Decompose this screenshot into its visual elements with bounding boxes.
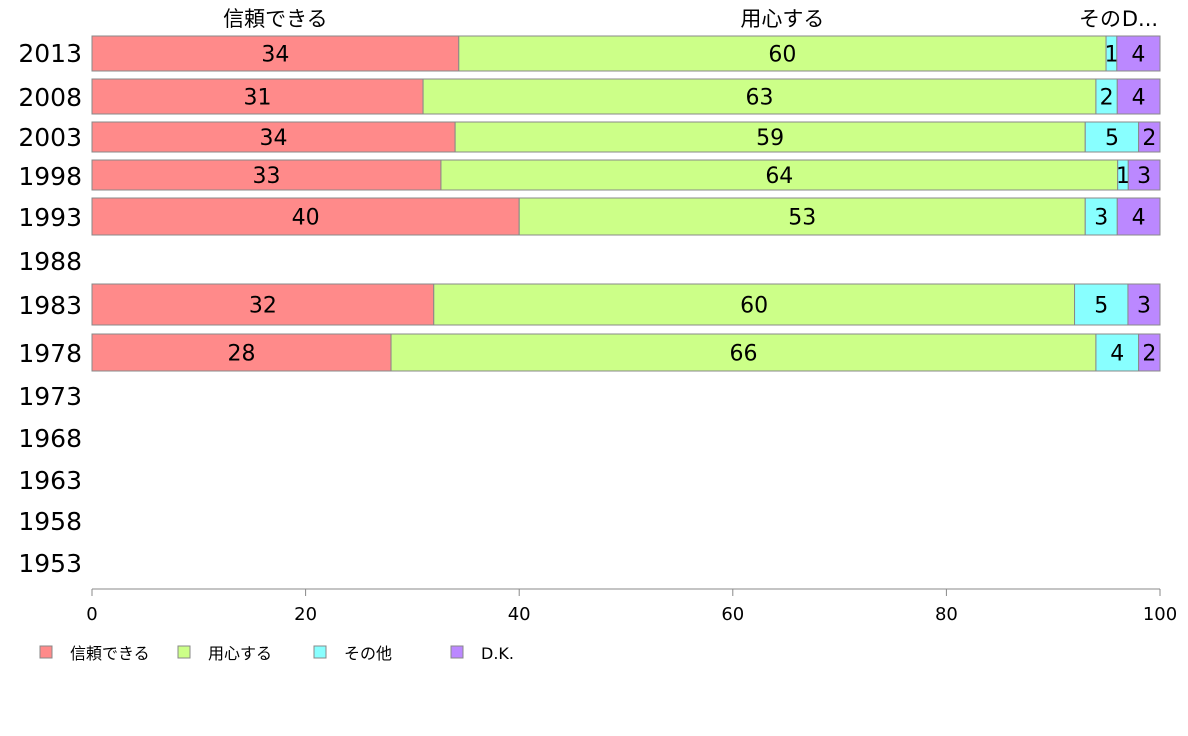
data-label: 33 xyxy=(252,164,280,189)
data-label: 4 xyxy=(1132,206,1146,231)
x-tick-label: 80 xyxy=(935,604,958,625)
category-label: 1993 xyxy=(18,203,82,232)
legend-swatch xyxy=(177,645,191,659)
category-label: 2008 xyxy=(18,83,82,112)
legend-swatch xyxy=(39,645,53,659)
bar-segment xyxy=(1138,121,1161,153)
category-label: 1988 xyxy=(18,247,82,276)
x-tick-label: 20 xyxy=(294,604,317,625)
data-label: 2 xyxy=(1100,86,1114,111)
category-label: 1978 xyxy=(18,339,82,368)
data-label: 59 xyxy=(756,126,784,151)
data-label: 2 xyxy=(1142,342,1156,367)
data-label: 53 xyxy=(788,206,816,231)
bar-segment xyxy=(91,78,424,115)
x-tick-label: 60 xyxy=(721,604,744,625)
column-header: 用心する xyxy=(740,7,824,31)
data-label: 32 xyxy=(249,294,277,319)
bar-segment xyxy=(1095,333,1140,372)
bar-segment xyxy=(1116,78,1161,115)
bar-segment xyxy=(91,121,456,153)
bar-segment xyxy=(454,121,1086,153)
bar-segment xyxy=(91,35,460,72)
bar-segment xyxy=(1074,283,1129,326)
bar-segment xyxy=(390,333,1097,372)
data-label: 3 xyxy=(1137,294,1151,319)
bar-segment xyxy=(1116,35,1161,72)
data-label: 3 xyxy=(1094,206,1108,231)
x-tick-label: 40 xyxy=(508,604,531,625)
bar-segment xyxy=(422,78,1097,115)
data-label: 63 xyxy=(746,86,774,111)
legend-label: 信頼できる xyxy=(70,644,150,663)
data-label: 5 xyxy=(1094,294,1108,319)
legend-swatch xyxy=(450,645,464,659)
column-header: 信頼できる xyxy=(223,7,328,31)
category-label: 1963 xyxy=(18,466,82,495)
data-label: 4 xyxy=(1131,43,1145,68)
bar-segment xyxy=(1138,333,1161,372)
legend-swatch xyxy=(313,645,327,659)
data-label: 4 xyxy=(1110,342,1124,367)
category-label: 1968 xyxy=(18,424,82,453)
column-header: その xyxy=(1079,7,1121,31)
data-label: 31 xyxy=(244,86,272,111)
category-label: 1953 xyxy=(18,549,82,578)
bar-segment xyxy=(458,35,1107,72)
data-label: 3 xyxy=(1137,164,1151,189)
category-label: 1973 xyxy=(18,382,82,411)
bar-segment xyxy=(1127,283,1161,326)
data-label: 5 xyxy=(1105,126,1119,151)
bar-segment xyxy=(1127,159,1161,191)
data-label: 40 xyxy=(292,206,320,231)
category-label: 2003 xyxy=(18,123,82,152)
bar-segment xyxy=(91,283,435,326)
data-label: 1 xyxy=(1104,43,1118,68)
data-label: 60 xyxy=(768,43,796,68)
legend-label: D.K. xyxy=(481,644,514,663)
x-tick-label: 100 xyxy=(1143,604,1177,625)
data-label: 66 xyxy=(729,342,757,367)
bar-segment xyxy=(1116,197,1161,236)
column-header: D... xyxy=(1122,7,1158,31)
bar-segment xyxy=(433,283,1076,326)
data-label: 34 xyxy=(260,126,288,151)
category-label: 1958 xyxy=(18,507,82,536)
bar-segment xyxy=(91,159,442,191)
data-label: 2 xyxy=(1142,126,1156,151)
data-label: 1 xyxy=(1116,164,1130,189)
data-label: 4 xyxy=(1132,86,1146,111)
data-label: 34 xyxy=(261,43,289,68)
legend-label: 用心する xyxy=(208,644,272,663)
data-label: 64 xyxy=(765,164,793,189)
category-label: 2013 xyxy=(18,39,82,68)
category-label: 1998 xyxy=(18,162,82,191)
category-label: 1983 xyxy=(18,291,82,320)
legend-label: その他 xyxy=(344,644,392,663)
data-label: 28 xyxy=(228,342,256,367)
x-tick-label: 0 xyxy=(86,604,97,625)
bar-segment xyxy=(1084,121,1140,153)
data-label: 60 xyxy=(740,294,768,319)
